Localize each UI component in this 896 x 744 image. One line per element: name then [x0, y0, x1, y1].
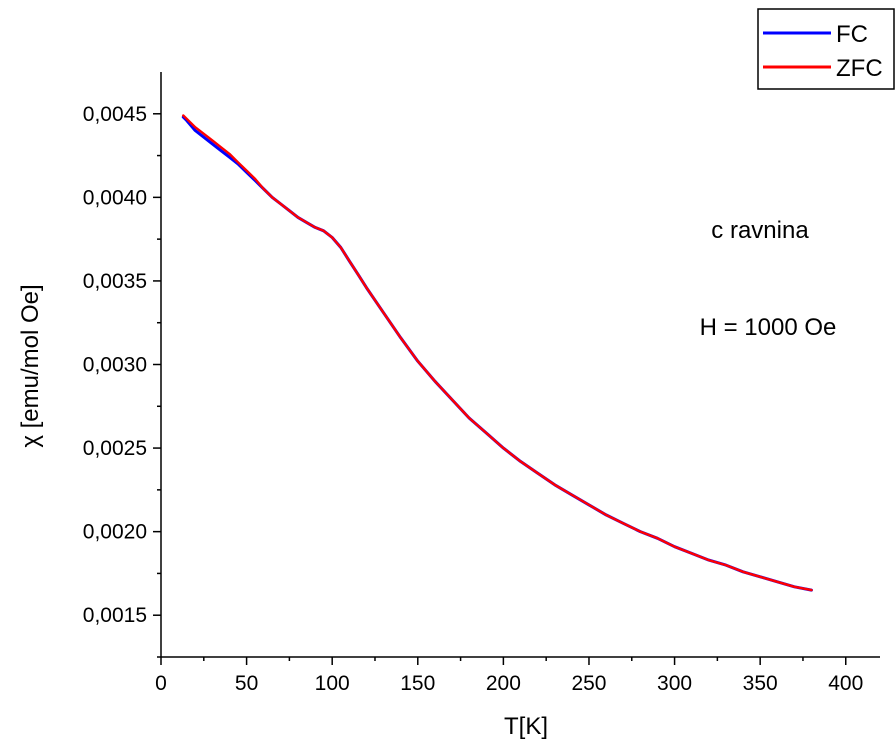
y-tick-label: 0,0020	[83, 521, 147, 544]
axes-layer: 0 50 100 150 200 250 300 350 400 0,0015 0,0020 0,00…	[83, 72, 880, 695]
x-tick-label: 250	[571, 672, 606, 695]
legend: FC ZFC	[757, 8, 895, 90]
x-tick-label: 200	[486, 672, 521, 695]
x-tick-label: 300	[657, 672, 692, 695]
x-axis-title: T[K]	[504, 713, 548, 740]
y-tick-label: 0,0040	[83, 186, 147, 209]
y-tick-label: 0,0030	[83, 354, 147, 377]
series-line-fc	[181, 115, 813, 592]
y-tick-label: 0,0015	[83, 604, 147, 627]
y-axis-title: χ [emu/mol Oe]	[17, 284, 44, 447]
x-tick-label: 350	[743, 672, 778, 695]
legend-label-fc: FC	[836, 21, 868, 48]
x-tick-label: 0	[155, 672, 167, 695]
annotation-field: H = 1000 Oe	[700, 314, 837, 341]
legend-label-zfc: ZFC	[836, 55, 883, 82]
y-tick-label: 0,0045	[83, 103, 147, 126]
x-tick-label: 50	[235, 672, 258, 695]
series-layer	[181, 114, 813, 592]
x-tick-label: 100	[315, 672, 350, 695]
y-tick-label: 0,0035	[83, 270, 147, 293]
y-tick-label: 0,0025	[83, 437, 147, 460]
annotation-plane: c ravnina	[711, 217, 809, 244]
series-line-zfc	[182, 114, 813, 592]
legend-box	[757, 8, 895, 90]
x-tick-label: 150	[400, 672, 435, 695]
x-tick-label: 400	[828, 672, 863, 695]
